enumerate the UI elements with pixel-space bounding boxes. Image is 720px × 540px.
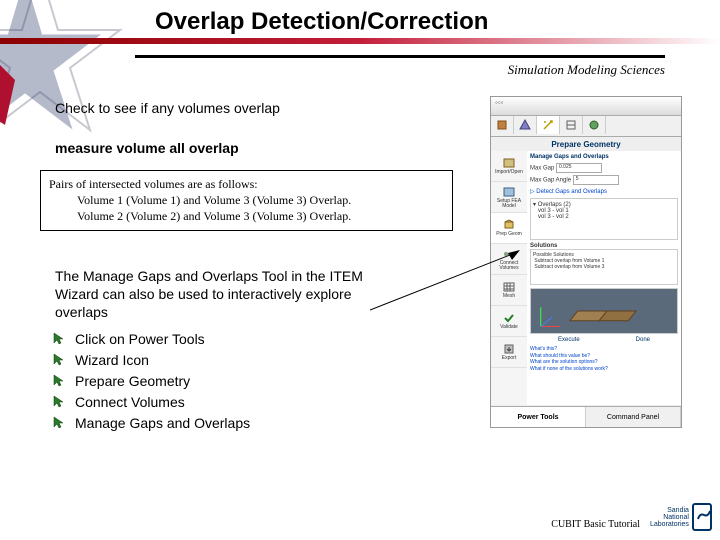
tab-icon[interactable]: [491, 116, 514, 134]
done-button[interactable]: Done: [636, 337, 650, 343]
tab-wizard-icon[interactable]: [537, 116, 560, 134]
footer-text: CUBIT Basic Tutorial: [551, 519, 640, 530]
help-link[interactable]: What if none of the solutions work?: [530, 366, 678, 373]
sidebar-export[interactable]: Export: [491, 337, 527, 368]
description-text: The Manage Gaps and Overlaps Tool in the…: [55, 267, 395, 322]
field-maxangle: Max Gap Angle 5: [530, 175, 678, 185]
sidebar-import[interactable]: Import/Open: [491, 151, 527, 182]
panel-header: Prepare Geometry: [491, 137, 681, 152]
logo-mark: [692, 503, 712, 531]
intro-text: Check to see if any volumes overlap: [55, 100, 475, 116]
execute-row: Execute Done: [530, 337, 678, 343]
sidebar-prep-geom[interactable]: Prep Geom: [491, 213, 527, 244]
result-line: Volume 2 (Volume 2) and Volume 3 (Volume…: [49, 208, 444, 224]
tab-icon[interactable]: [583, 116, 606, 134]
step-item: Connect Volumes: [55, 392, 475, 413]
tab-icon[interactable]: [514, 116, 537, 134]
cursor-icon: [53, 332, 69, 346]
result-header: Pairs of intersected volumes are as foll…: [49, 176, 444, 192]
subtitle: Simulation Modeling Sciences: [508, 62, 665, 78]
red-gradient-bar: [0, 38, 720, 44]
command-text: measure volume all overlap: [55, 140, 475, 156]
tab-command-panel[interactable]: Command Panel: [586, 407, 681, 427]
sandia-logo: SandiaNationalLaboratories: [650, 499, 712, 535]
cursor-icon: [53, 374, 69, 388]
cursor-icon: [53, 353, 69, 367]
tab-icon[interactable]: [560, 116, 583, 134]
overlap-tree[interactable]: ▾ Overlaps (2) vol 3 - vol 1 vol 3 - vol…: [530, 198, 678, 240]
logo-text: SandiaNationalLaboratories: [650, 507, 689, 528]
sidebar-setup[interactable]: Setup FEA Model: [491, 182, 527, 213]
help-links: What's this? What should this value be? …: [530, 346, 678, 372]
panel-main: Manage Gaps and Overlaps Max Gap 0.025 M…: [527, 151, 681, 405]
page-title: Overlap Detection/Correction: [155, 8, 488, 36]
step-item: Manage Gaps and Overlaps: [55, 413, 475, 434]
detect-link[interactable]: ▷ Detect Gaps and Overlaps: [530, 188, 678, 195]
panel-bottom-tabs: Power Tools Command Panel: [491, 406, 681, 427]
steps-list: Click on Power Tools Wizard Icon Prepare…: [55, 329, 475, 434]
panel-tab-row: [491, 116, 681, 137]
result-line: Volume 1 (Volume 1) and Volume 3 (Volume…: [49, 192, 444, 208]
field-maxgap: Max Gap 0.025: [530, 163, 678, 173]
solutions-box[interactable]: Possible Solutions Subtract overlap from…: [530, 249, 678, 285]
panel-section-title: Manage Gaps and Overlaps: [530, 154, 678, 160]
tab-power-tools[interactable]: Power Tools: [491, 407, 586, 427]
panel-titlebar: ◦◦◦: [491, 97, 681, 116]
cursor-icon: [53, 416, 69, 430]
execute-button[interactable]: Execute: [558, 337, 580, 343]
result-box: Pairs of intersected volumes are as foll…: [40, 170, 453, 231]
step-item: Prepare Geometry: [55, 371, 475, 392]
preview-3d: [530, 288, 678, 334]
step-item: Wizard Icon: [55, 350, 475, 371]
arrow-to-panel: [370, 250, 530, 320]
title-underline: [135, 55, 665, 58]
input-maxangle[interactable]: 5: [573, 175, 619, 185]
cursor-icon: [53, 395, 69, 409]
input-maxgap[interactable]: 0.025: [556, 163, 602, 173]
step-item: Click on Power Tools: [55, 329, 475, 350]
